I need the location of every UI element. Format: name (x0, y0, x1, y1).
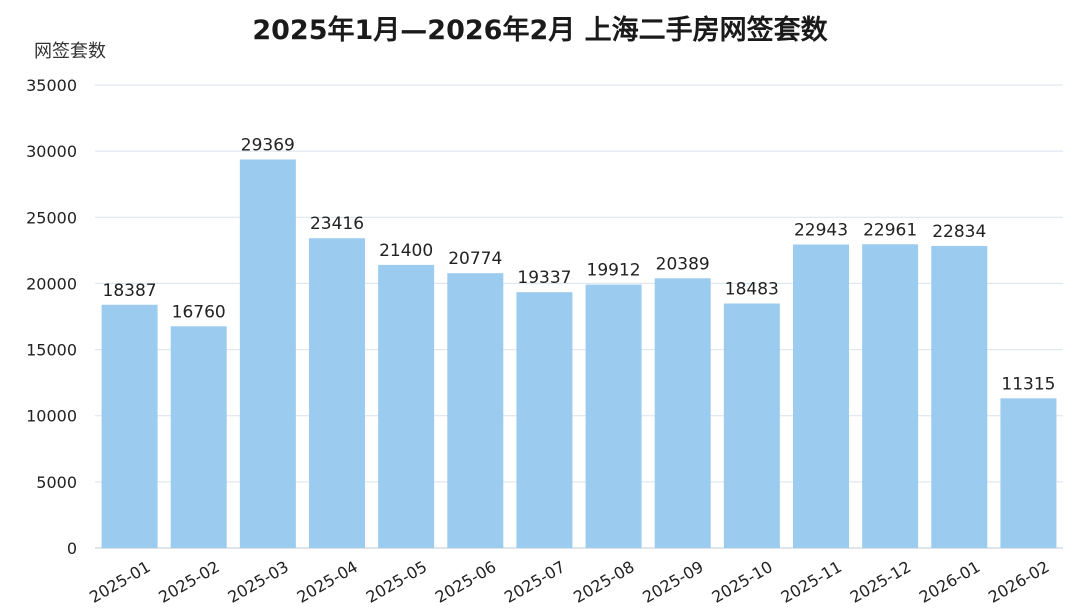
y-tick-label: 20000 (26, 274, 77, 293)
data-label: 20774 (448, 249, 502, 269)
data-label: 22834 (932, 222, 986, 242)
y-tick-label: 35000 (26, 76, 77, 95)
bar-2025-03 (239, 159, 296, 548)
data-label: 19912 (587, 261, 641, 281)
data-label: 19337 (517, 268, 571, 288)
bar-2025-06 (447, 273, 504, 548)
x-tick-label: 2025-09 (639, 557, 706, 607)
y-tick-label: 25000 (26, 208, 77, 227)
x-tick-label: 2025-01 (86, 557, 153, 607)
data-label: 18483 (725, 279, 779, 299)
x-tick-label: 2025-12 (847, 557, 914, 607)
data-label: 21400 (379, 241, 433, 261)
x-tick-label: 2025-03 (224, 557, 291, 607)
bar-2025-08 (585, 284, 642, 548)
data-label: 22943 (794, 220, 848, 240)
y-tick-labels: 0 5000 10000 15000 20000 25000 30000 35000 (26, 76, 77, 558)
bar-2025-05 (378, 264, 435, 548)
bar-2026-01 (931, 245, 988, 549)
bars (101, 159, 1057, 549)
chart-title: 2025年1月—2026年2月 上海二手房网签套数 (252, 15, 828, 46)
data-label: 20389 (656, 254, 710, 274)
x-tick-label: 2025-10 (708, 557, 775, 607)
data-label: 22961 (863, 220, 917, 240)
data-label: 16760 (172, 302, 226, 322)
x-tick-labels: 2025-01 2025-02 2025-03 2025-04 2025-05 2025-… (86, 557, 1052, 607)
y-axis-label: 网签套数 (34, 41, 106, 62)
y-tick-label: 5000 (36, 473, 77, 492)
bar-2025-07 (516, 292, 573, 548)
y-tick-label: 15000 (26, 341, 77, 360)
bar-2025-01 (101, 304, 158, 548)
bar-2025-12 (862, 244, 919, 548)
x-tick-label: 2025-05 (363, 557, 430, 607)
x-tick-label: 2026-01 (916, 557, 983, 607)
x-tick-label: 2025-07 (501, 557, 568, 607)
x-tick-label: 2025-04 (294, 557, 361, 607)
bar-2026-02 (1000, 398, 1057, 548)
data-labels: 18387 16760 29369 23416 21400 20774 19337 19912… (103, 135, 1056, 394)
data-label: 11315 (1001, 374, 1055, 394)
data-label: 18387 (103, 281, 157, 301)
y-tick-label: 30000 (26, 142, 77, 161)
data-label: 29369 (241, 135, 295, 155)
x-tick-label: 2025-02 (155, 557, 222, 607)
y-tick-label: 0 (67, 539, 77, 558)
y-tick-label: 10000 (26, 407, 77, 426)
bar-2025-04 (309, 238, 365, 548)
bar-2025-09 (654, 278, 711, 548)
x-tick-label: 2026-02 (985, 557, 1052, 607)
x-tick-label: 2025-08 (570, 557, 637, 607)
x-tick-label: 2025-06 (432, 557, 499, 607)
x-tick-label: 2025-11 (778, 557, 845, 607)
data-label: 23416 (310, 214, 364, 234)
bar-2025-11 (793, 244, 849, 548)
bar-2025-10 (723, 303, 780, 548)
bar-2025-02 (170, 326, 227, 548)
